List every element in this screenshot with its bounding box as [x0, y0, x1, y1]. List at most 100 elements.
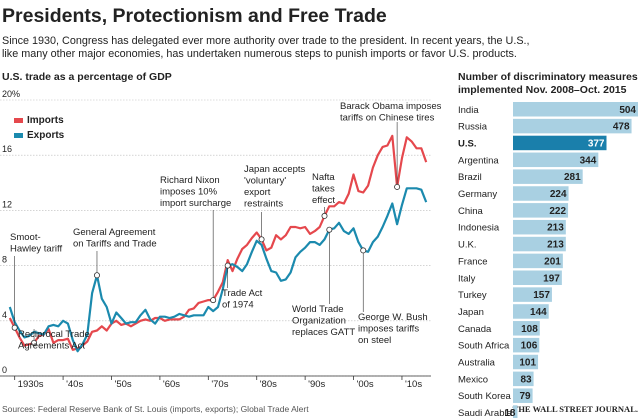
annotation: World Trade — [292, 304, 344, 315]
page-title: Presidents, Protectionism and Free Trade — [2, 5, 387, 27]
annotation-marker — [224, 262, 231, 269]
source: Sources: Federal Reserve Bank of St. Lou… — [2, 404, 309, 414]
bar-label: India — [458, 105, 479, 116]
annotation: General Agreement — [73, 227, 156, 238]
bar — [513, 287, 552, 302]
bar — [513, 169, 583, 184]
bar — [513, 102, 638, 117]
annotation: Trade Act — [222, 288, 263, 299]
annotation-marker — [326, 226, 333, 233]
annotation: on Tariffs and Trade — [73, 239, 157, 250]
legend-swatch — [14, 133, 23, 138]
bar-label: U.S. — [458, 138, 476, 149]
bar — [513, 253, 563, 269]
bar — [513, 118, 632, 134]
bar — [513, 152, 599, 168]
annotation: Japan accepts — [244, 164, 306, 175]
value-label: 144 — [530, 307, 547, 318]
annotation-marker — [31, 339, 38, 346]
bar-label: Indonesia — [458, 223, 500, 234]
y-tick-label: 0 — [2, 365, 7, 375]
value-label: 18 — [504, 408, 516, 418]
annotation: Hawley tariff — [10, 244, 62, 255]
bar-label: France — [458, 256, 488, 267]
value-label: 197 — [543, 273, 560, 284]
legend-swatch — [14, 118, 23, 123]
x-tick-label: '50s — [115, 379, 132, 390]
bar-label: China — [458, 206, 484, 217]
annotation: 'voluntary' — [244, 176, 286, 187]
bar-label: Italy — [458, 273, 476, 284]
y-tick-label: 16 — [2, 144, 12, 154]
annotation: export — [244, 187, 271, 198]
annotation: imposes tariffs — [358, 324, 419, 335]
bar-label: South Korea — [458, 391, 512, 402]
bar — [513, 186, 569, 201]
bar-label: Australia — [458, 358, 496, 369]
annotation-marker — [258, 236, 265, 243]
annotation: import surcharge — [160, 198, 231, 209]
bar — [513, 354, 539, 370]
value-label: 213 — [547, 240, 564, 251]
bar — [513, 135, 607, 151]
annotation-marker — [394, 183, 401, 190]
annotation-marker — [210, 297, 217, 304]
annotation: Barack Obama imposes — [340, 101, 442, 112]
annotation: Organization — [292, 316, 346, 327]
bar — [513, 321, 540, 336]
annotation: Richard Nixon — [160, 175, 220, 186]
value-label: 213 — [547, 223, 564, 234]
bar-label: Saudi Arabia — [458, 408, 513, 418]
value-label: 106 — [521, 341, 538, 352]
x-tick-label: 1930s — [18, 379, 44, 390]
value-label: 344 — [580, 155, 597, 166]
annotation: on steel — [358, 335, 391, 346]
bar — [513, 337, 540, 353]
annotation: takes — [312, 184, 335, 195]
bar — [513, 405, 518, 418]
annotation-marker — [321, 212, 328, 219]
bar — [513, 304, 549, 319]
annotation-marker — [11, 324, 18, 331]
value-label: 377 — [588, 138, 605, 149]
legend-label: Exports — [27, 130, 65, 141]
bar — [513, 219, 566, 235]
annotation: replaces GATT — [292, 327, 355, 338]
annotation: effect — [312, 195, 335, 206]
subtitle: Since 1930, Congress has delegated ever … — [2, 35, 530, 47]
value-label: 222 — [549, 206, 566, 217]
bar-label: Canada — [458, 324, 492, 335]
bar — [513, 236, 566, 252]
value-label: 108 — [521, 324, 538, 335]
value-label: 281 — [564, 172, 581, 183]
annotation: Reciprocal Trade — [18, 329, 90, 340]
y-tick-label: 4 — [2, 310, 7, 320]
y-tick-label: 20% — [2, 89, 20, 99]
annotation: restraints — [244, 199, 283, 210]
bar-label: Japan — [458, 307, 484, 318]
chart-title: implemented Nov. 2008–Oct. 2015 — [458, 84, 627, 96]
chart-title: U.S. trade as a percentage of GDP — [2, 71, 172, 83]
bar — [513, 270, 562, 285]
bar-label: Turkey — [458, 290, 487, 301]
bar-label: U.K. — [458, 240, 476, 251]
annotation: imposes 10% — [160, 187, 218, 198]
annotation: Smoot- — [10, 232, 41, 243]
value-label: 224 — [550, 189, 567, 200]
bar-label: South Africa — [458, 341, 510, 352]
x-tick-label: '40s — [66, 379, 83, 390]
value-label: 478 — [613, 122, 630, 133]
annotation: George W. Bush — [358, 312, 428, 323]
x-tick-label: '80s — [260, 379, 277, 390]
annotation: of 1974 — [222, 300, 254, 311]
legend-label: Imports — [27, 115, 64, 126]
x-tick-label: '00s — [357, 379, 374, 390]
chart-title: Number of discriminatory measures — [458, 71, 638, 83]
series-line — [8, 187, 428, 353]
value-label: 79 — [519, 391, 531, 402]
annotation: Nafta — [312, 172, 335, 183]
bar — [513, 371, 534, 387]
bar-label: Germany — [458, 189, 497, 200]
subtitle: like many other major economies, has und… — [2, 48, 517, 60]
